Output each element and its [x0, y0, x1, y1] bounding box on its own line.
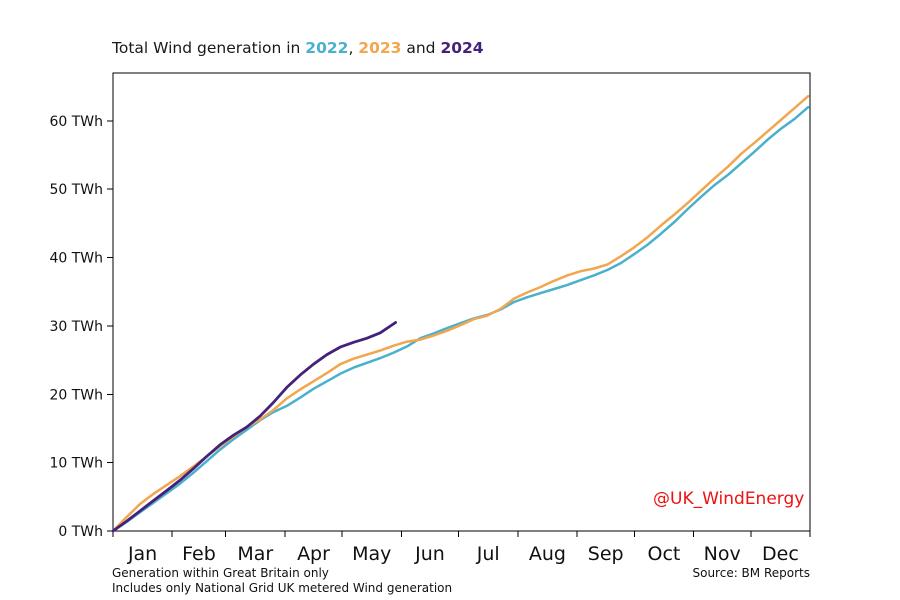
y-axis-label: 30 TWh	[49, 319, 103, 335]
twitter-handle-watermark: @UK_WindEnergy	[653, 489, 805, 509]
title-year-2024: 2024	[440, 39, 484, 57]
x-axis-label: Oct	[647, 543, 680, 565]
x-axis-label: May	[352, 543, 391, 565]
chart-title: Total Wind generation in 2022, 2023 and …	[112, 39, 484, 57]
y-axis-label: 10 TWh	[49, 456, 103, 472]
x-axis-label: Mar	[237, 543, 273, 565]
x-axis-label: Sep	[588, 543, 624, 565]
y-axis-label: 0 TWh	[58, 524, 103, 540]
y-axis-label: 60 TWh	[49, 114, 103, 130]
x-axis-label: Aug	[529, 543, 566, 565]
x-axis-label: Apr	[297, 543, 330, 565]
x-axis-label: Jan	[127, 543, 157, 565]
title-and: and	[401, 39, 441, 57]
series-line-2022	[111, 105, 810, 533]
title-separator: ,	[348, 39, 359, 57]
title-year-2022: 2022	[305, 39, 349, 57]
y-axis-label: 40 TWh	[49, 251, 103, 267]
source-credit: Source: BM Reports	[692, 566, 810, 580]
x-axis-label: Jul	[476, 543, 500, 565]
x-axis-label: Feb	[182, 543, 216, 565]
series-line-2023	[111, 94, 810, 533]
x-axis-label: Jun	[414, 543, 445, 565]
title-prefix: Total Wind generation in	[112, 39, 306, 57]
x-axis-label: Nov	[704, 543, 741, 565]
y-axis-label: 20 TWh	[49, 387, 103, 403]
x-axis-label: Dec	[762, 543, 799, 565]
plot-border	[112, 72, 811, 532]
footnote-line2: Includes only National Grid UK metered W…	[112, 581, 453, 595]
title-year-2023: 2023	[358, 39, 402, 57]
y-axis-label: 50 TWh	[49, 182, 103, 198]
footnote-line1: Generation within Great Britain only	[112, 566, 329, 580]
series-line-2024	[111, 321, 398, 533]
